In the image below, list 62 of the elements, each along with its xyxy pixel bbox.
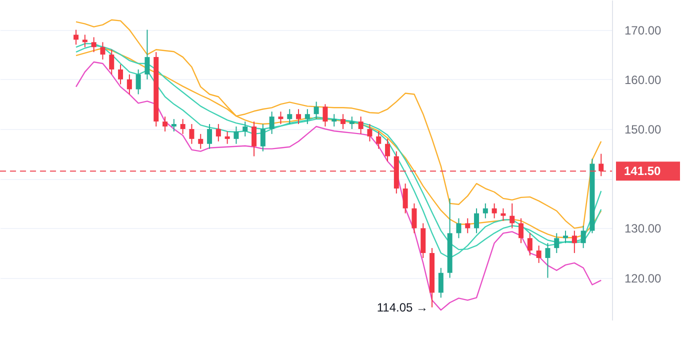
candlestick xyxy=(482,202,488,219)
annotation: 114.05 → xyxy=(376,300,428,314)
y-tick-label: 120.00 xyxy=(624,271,662,286)
candlestick xyxy=(358,116,364,134)
y-tick-label: 130.00 xyxy=(624,222,662,236)
candlestick xyxy=(162,116,168,132)
candlestick xyxy=(314,101,319,120)
candlestick xyxy=(402,183,408,214)
candlestick xyxy=(189,124,194,144)
candlestick xyxy=(234,126,239,144)
candlestick xyxy=(340,114,346,130)
candlestick xyxy=(216,124,221,142)
candlestick xyxy=(118,64,124,85)
candlestick xyxy=(367,124,372,142)
candlestick xyxy=(385,138,390,162)
candlestick xyxy=(349,116,354,130)
candlestick xyxy=(412,202,417,234)
candlestick xyxy=(296,108,302,125)
y-tick-label: 160.00 xyxy=(624,72,662,87)
candlestick xyxy=(207,124,212,150)
line-series xyxy=(75,61,602,311)
candlestick xyxy=(572,230,577,254)
candlestick xyxy=(518,218,524,244)
candlestick xyxy=(456,218,462,239)
candlestick xyxy=(224,130,230,144)
candlestick xyxy=(536,245,542,264)
candlestick xyxy=(332,114,337,128)
candlestick xyxy=(287,108,292,125)
candlestick xyxy=(198,133,204,150)
candlestick xyxy=(500,208,506,222)
candlestick xyxy=(580,225,586,249)
candlestick xyxy=(100,42,106,60)
candlestick xyxy=(510,202,515,229)
candlestick xyxy=(126,74,132,95)
candlestick xyxy=(136,68,141,95)
candlestick xyxy=(438,267,444,298)
candlestick xyxy=(171,118,176,132)
ref-line-label: 141.50 xyxy=(624,164,662,178)
candlestick xyxy=(545,242,550,278)
candlestick xyxy=(252,121,257,157)
candlestick xyxy=(376,130,382,150)
candlestick xyxy=(563,230,568,244)
candlestick xyxy=(180,118,186,134)
candlestick xyxy=(492,202,497,219)
candlestick xyxy=(82,34,88,48)
candlestick xyxy=(91,36,96,53)
candlestick xyxy=(465,218,470,234)
candlestick xyxy=(74,29,79,46)
y-tick-label: 170.00 xyxy=(624,23,662,38)
candlestick xyxy=(269,111,274,134)
candlestick xyxy=(260,124,266,152)
candlestick xyxy=(304,108,310,125)
candlestick xyxy=(278,111,284,125)
candlestick xyxy=(527,232,532,256)
candlestick xyxy=(109,49,114,75)
candlestick xyxy=(242,121,248,137)
candlestick xyxy=(474,208,480,234)
y-tick-label: 150.00 xyxy=(624,122,662,136)
candlestick xyxy=(554,232,560,254)
candlestick xyxy=(144,29,150,80)
candlestick xyxy=(322,104,328,128)
candlestick xyxy=(598,153,604,177)
